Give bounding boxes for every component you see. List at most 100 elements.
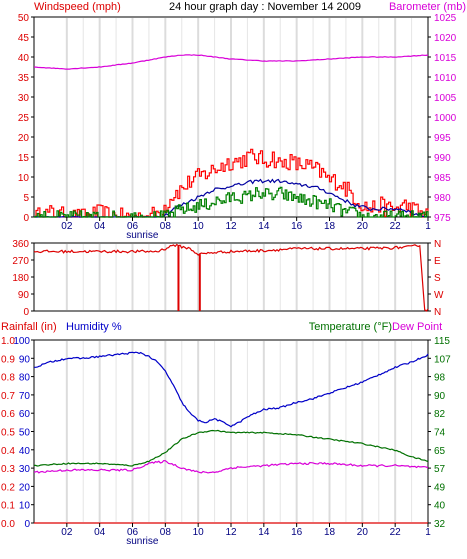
rain-y-tick-label: 0.1 [1, 501, 15, 512]
humidity-y-tick-label: 0 [24, 519, 30, 530]
humidity-y-tick-label: 10 [19, 501, 31, 512]
humidity-axis-title: Humidity % [66, 321, 122, 333]
climate-x-sunrise-label: sunrise [126, 536, 159, 547]
temp-y-tick-label: 90 [434, 391, 446, 402]
humidity-y-tick-label: 50 [19, 428, 31, 439]
wind-y-tick-label: 25 [18, 113, 30, 124]
climate-x-tick-label: 16 [291, 527, 303, 538]
wind-speed-line [34, 186, 429, 218]
compass-y-tick-label: N [434, 307, 441, 318]
humidity-line [34, 351, 429, 428]
rain-y-tick-label: 0.6 [1, 409, 15, 420]
barometer-line [33, 54, 429, 70]
barometer-axis-title: Barometer (mb) [389, 1, 466, 13]
temp-y-tick-label: 98 [434, 373, 446, 384]
wind-y-tick-label: 15 [18, 153, 30, 164]
climate-x-tick-label: 12 [225, 527, 237, 538]
temp-y-tick-label: 40 [434, 501, 446, 512]
dewpoint-line [33, 459, 429, 474]
temp-y-tick-label: 107 [434, 354, 451, 365]
humidity-y-tick-label: 90 [19, 354, 31, 365]
rain-y-tick-label: 0.7 [1, 391, 15, 402]
rain-y-tick-label: 0.5 [1, 428, 15, 439]
direction-y-tick-label: 90 [18, 290, 30, 301]
compass-y-tick-label: N [434, 239, 441, 250]
wind-y-tick-label: 40 [18, 53, 30, 64]
wind-x-tick-label: 14 [258, 221, 270, 232]
baro-y-tick-label: 1025 [434, 13, 457, 24]
humidity-y-tick-label: 60 [19, 409, 31, 420]
climate-x-tick-label: 02 [61, 527, 73, 538]
wind-x-tick-label: 08 [160, 221, 172, 232]
climate-x-tick-label: 18 [324, 527, 336, 538]
wind-x-sunrise-label: sunrise [126, 230, 159, 241]
climate-x-tick-label: 20 [357, 527, 369, 538]
temperature-line [34, 429, 429, 467]
wind-y-tick-label: 35 [18, 73, 30, 84]
baro-y-tick-label: 1010 [434, 73, 457, 84]
compass-y-tick-label: E [434, 256, 441, 267]
wind-grid [65, 18, 413, 216]
wind-axis-title: Windspeed (mph) [34, 1, 121, 13]
baro-y-tick-label: 990 [434, 153, 451, 164]
wind-x-tick-label: 16 [291, 221, 303, 232]
direction-y-tick-label: 270 [12, 256, 29, 267]
direction-y-tick-label: 0 [23, 307, 29, 318]
temp-y-tick-label: 82 [434, 409, 446, 420]
climate-x-tick-label: 06 [127, 527, 139, 538]
wind-x-tick-label: 1 [425, 221, 431, 232]
wind-x-tick-label: 04 [94, 221, 106, 232]
direction-y-tick-label: 180 [12, 273, 29, 284]
temp-y-tick-label: 32 [434, 519, 446, 530]
baro-y-tick-label: 975 [434, 213, 451, 224]
wind-direction-line [33, 243, 429, 312]
wind-y-tick-label: 0 [23, 213, 29, 224]
climate-x-tick-label: 08 [160, 527, 172, 538]
wind-x-tick-label: 18 [324, 221, 336, 232]
wind-x-tick-label: 02 [61, 221, 73, 232]
humidity-y-tick-label: 100 [13, 336, 30, 347]
wind-x-tick-label: 22 [390, 221, 402, 232]
wind-y-tick-label: 20 [18, 133, 30, 144]
rain-y-tick-label: 0.8 [1, 373, 15, 384]
direction-y-tick-label: 360 [12, 239, 29, 250]
wind-y-tick-label: 10 [18, 173, 30, 184]
wind-x-tick-label: 20 [357, 221, 369, 232]
wind-y-tick-label: 5 [23, 193, 29, 204]
temp-y-tick-label: 74 [434, 428, 446, 439]
wind-y-tick-label: 30 [18, 93, 30, 104]
humidity-y-tick-label: 40 [19, 446, 31, 457]
temp-y-tick-label: 57 [434, 464, 446, 475]
humidity-y-tick-label: 30 [19, 464, 31, 475]
baro-y-tick-label: 995 [434, 133, 451, 144]
rain-y-tick-label: 0.3 [1, 464, 15, 475]
humidity-y-tick-label: 70 [19, 391, 31, 402]
temp-y-tick-label: 115 [434, 336, 450, 347]
dewpoint-axis-title: Dew Point [392, 321, 442, 333]
baro-y-tick-label: 1000 [434, 113, 457, 124]
climate-x-tick-label: 1 [425, 527, 431, 538]
humidity-y-tick-label: 80 [19, 373, 31, 384]
direction-grid [65, 244, 413, 310]
rain-y-tick-label: 0.2 [1, 482, 15, 493]
temperature-axis-title: Temperature (°F) [309, 321, 392, 333]
rain-y-tick-label: 0.0 [1, 519, 15, 530]
baro-y-tick-label: 1020 [434, 33, 457, 44]
wind-y-tick-label: 45 [18, 33, 30, 44]
climate-x-tick-label: 04 [94, 527, 106, 538]
rain-y-tick-label: 0.4 [1, 446, 15, 457]
humidity-y-tick-label: 20 [19, 482, 31, 493]
wind-gust-line [34, 148, 429, 218]
climate-x-tick-label: 22 [390, 527, 402, 538]
baro-y-tick-label: 985 [434, 173, 451, 184]
climate-grid [65, 341, 413, 522]
wind-x-tick-label: 12 [225, 221, 237, 232]
baro-y-tick-label: 1005 [434, 93, 457, 104]
climate-x-tick-label: 14 [258, 527, 270, 538]
baro-y-tick-label: 1015 [434, 53, 457, 64]
chart-title: 24 hour graph day : November 14 2009 [169, 1, 361, 13]
wind-x-tick-label: 10 [193, 221, 205, 232]
baro-y-tick-label: 980 [434, 193, 451, 204]
compass-y-tick-label: W [434, 290, 444, 301]
